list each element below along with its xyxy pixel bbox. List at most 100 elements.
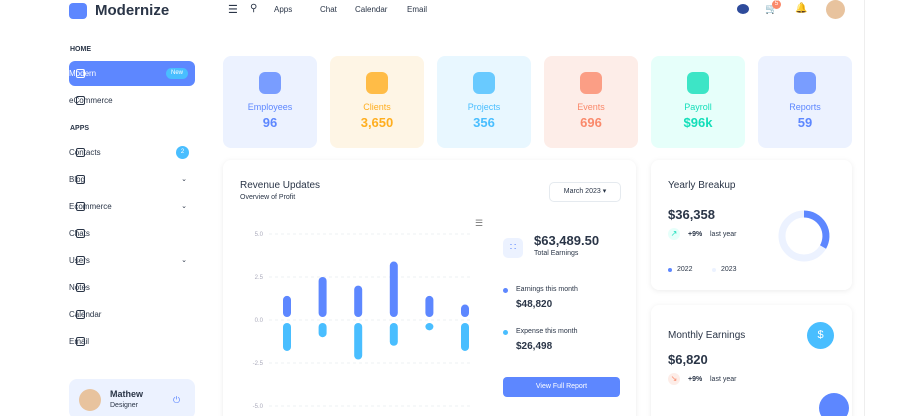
monthly-amount: $6,820: [668, 352, 708, 367]
divider: [864, 0, 865, 416]
stat-label: Payroll: [684, 102, 712, 112]
expense-label: Expense this month: [516, 328, 578, 335]
legend-2023: 2023: [721, 266, 737, 273]
nav-item[interactable]: Contacts 2: [69, 140, 195, 165]
nav-item[interactable]: Notes: [69, 275, 195, 300]
nav-label: Users: [69, 256, 90, 265]
chevron: ⌄: [181, 176, 187, 183]
nav-item[interactable]: Blog ⌄: [69, 167, 195, 192]
menu-icon[interactable]: ☰: [228, 4, 238, 16]
expense-dot: [503, 330, 508, 335]
stat-value: 3,650: [360, 115, 394, 130]
nav-icon: [76, 69, 85, 78]
nav-item[interactable]: eCommerce: [69, 88, 195, 113]
logout-icon[interactable]: ⏻: [173, 395, 181, 405]
top-nav-item[interactable]: Chat: [320, 5, 337, 14]
profile-role: Designer: [110, 402, 139, 409]
bar: [283, 323, 291, 351]
stat-card[interactable]: Reports 59: [758, 56, 852, 148]
y-tick-label: -2.5: [253, 361, 264, 367]
nav-label: Notes: [69, 283, 90, 292]
monthly-change: +9%: [688, 376, 703, 383]
top-nav-item[interactable]: Apps: [274, 5, 293, 14]
stat-icon: [366, 72, 388, 94]
y-tick-label: 2.5: [255, 275, 264, 281]
revenue-subtitle: Overview of Profit: [240, 194, 296, 201]
top-nav-item[interactable]: Email: [407, 5, 428, 14]
stat-value: 96: [262, 115, 278, 130]
settings-fab[interactable]: [819, 393, 849, 416]
cart-icon[interactable]: 🛒: [765, 4, 778, 15]
brand[interactable]: Modernize: [95, 2, 170, 19]
nav-item[interactable]: Chats: [69, 221, 195, 246]
revenue-title: Revenue Updates: [240, 180, 321, 191]
top-nav-item[interactable]: Calendar: [355, 5, 388, 14]
report-button[interactable]: View Full Report: [503, 377, 620, 397]
chart-menu[interactable]: ☰: [475, 218, 484, 228]
legend-2022: 2022: [677, 266, 693, 273]
legend-dot: [668, 268, 672, 272]
bar: [389, 261, 398, 317]
total-label: Total Earnings: [534, 250, 579, 257]
nav-item[interactable]: Users ⌄: [69, 248, 195, 273]
expense: $26,498: [516, 341, 553, 352]
yearly-change-label: last year: [710, 231, 737, 238]
nav-badge: New: [165, 68, 188, 79]
earnings: $48,820: [516, 299, 553, 310]
earnings-dot: [503, 288, 508, 293]
nav-icon: [76, 202, 85, 211]
profile-card: Mathew Designer ⏻: [69, 379, 195, 416]
nav-icon: [76, 310, 85, 319]
period-select[interactable]: March 2023 ▾: [549, 182, 621, 202]
donut: [778, 210, 830, 262]
nav-item[interactable]: Calendar: [69, 302, 195, 327]
chevron: ⌄: [181, 203, 187, 210]
nav-icon: [76, 283, 85, 292]
stat-icon: [794, 72, 816, 94]
dollar-icon: $: [807, 322, 834, 349]
bar: [389, 323, 398, 346]
cart-badge: 5: [772, 0, 781, 9]
stat-value: 59: [797, 115, 813, 130]
yearly-card: Yearly Breakup $36,358 ↗ +9% last year 2…: [651, 160, 852, 290]
nav-badge: 2: [176, 146, 189, 159]
stat-card[interactable]: Employees 96: [223, 56, 317, 148]
bar: [354, 323, 363, 360]
stat-icon: [580, 72, 602, 94]
nav-item[interactable]: Email: [69, 329, 195, 354]
monthly-card: Monthly Earnings $ $6,820 ↘ +9% last yea…: [651, 305, 852, 416]
revenue-card: Revenue Updates Overview of Profit March…: [223, 160, 636, 416]
bell-icon[interactable]: 🔔: [795, 3, 808, 14]
down-icon: ↘: [668, 373, 680, 385]
up-icon: ↗: [668, 228, 680, 240]
nav-icon: [76, 256, 85, 265]
stat-label: Employees: [247, 102, 293, 112]
nav-icon: [76, 337, 85, 346]
nav-icon: [76, 229, 85, 238]
nav-item[interactable]: Modern New: [69, 61, 195, 86]
search-icon[interactable]: ⚲: [250, 3, 258, 14]
bar: [461, 323, 469, 351]
yearly-amount: $36,358: [668, 207, 715, 222]
section-title: APPS: [70, 125, 90, 132]
bar: [318, 323, 327, 338]
stat-card[interactable]: Clients 3,650: [330, 56, 424, 148]
stat-label: Clients: [363, 102, 391, 112]
y-tick-label: -5.0: [253, 404, 264, 410]
stat-icon: [473, 72, 495, 94]
nav-label: Modern: [69, 69, 97, 78]
nav-label: Ecommerce: [69, 202, 112, 211]
bar: [318, 277, 327, 317]
stat-card[interactable]: Events 696: [544, 56, 638, 148]
nav-label: Chats: [69, 229, 90, 238]
stat-icon: [687, 72, 709, 94]
language-flag[interactable]: [737, 4, 749, 14]
nav-item[interactable]: Ecommerce ⌄: [69, 194, 195, 219]
stat-card[interactable]: Payroll $96k: [651, 56, 745, 148]
stat-card[interactable]: Projects 356: [437, 56, 531, 148]
total: $63,489.50: [534, 233, 600, 248]
section-title: HOME: [70, 46, 91, 53]
yearly-title: Yearly Breakup: [668, 180, 736, 191]
avatar[interactable]: [826, 0, 845, 19]
logo-icon: [69, 3, 87, 19]
